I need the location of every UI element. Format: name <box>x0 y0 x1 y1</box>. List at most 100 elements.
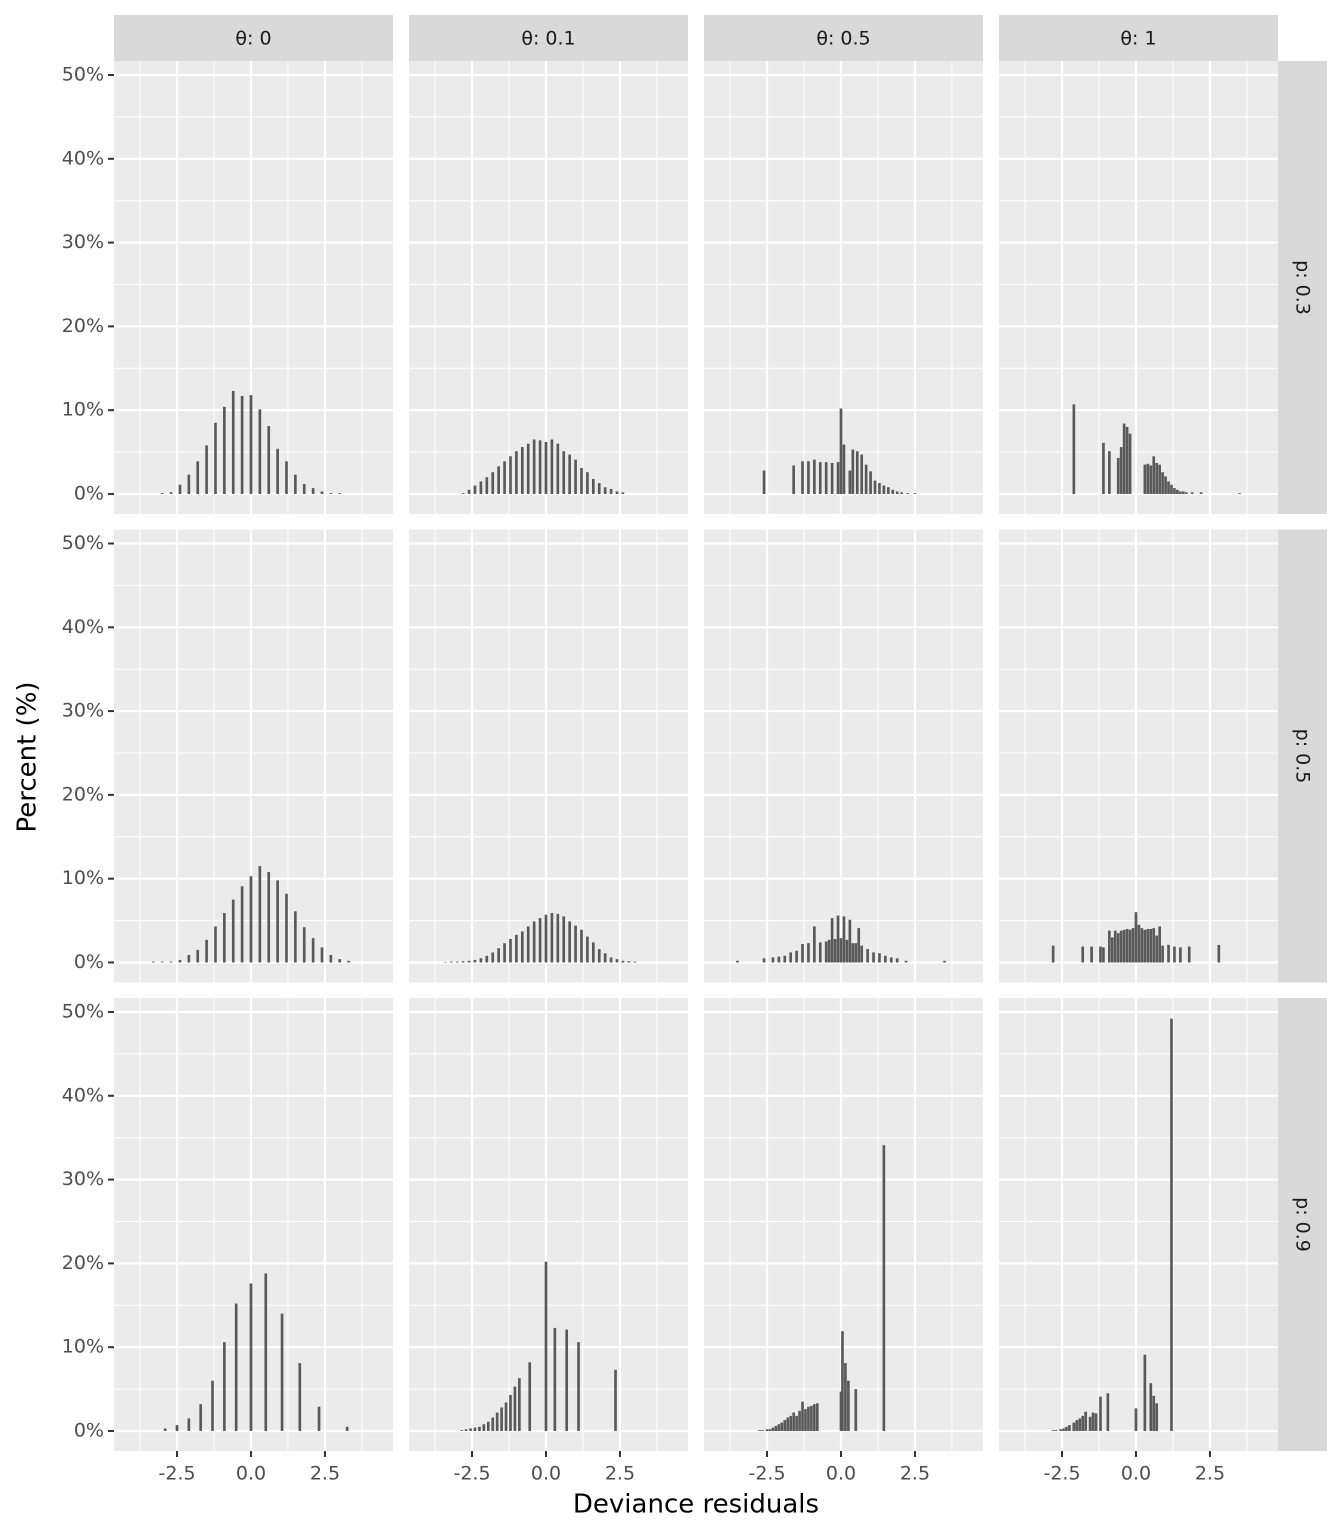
bar <box>1059 1429 1062 1431</box>
bar <box>211 1381 214 1431</box>
y-tick-label: 0% <box>74 951 104 973</box>
y-tick-label: 30% <box>62 1168 104 1190</box>
y-tick-label: 20% <box>62 1252 104 1274</box>
bar <box>491 472 494 494</box>
bar <box>179 960 182 963</box>
bar <box>545 442 548 494</box>
bar <box>223 913 226 962</box>
bar <box>772 957 775 962</box>
bar <box>837 916 840 963</box>
bar <box>828 940 831 963</box>
bar <box>813 1404 816 1431</box>
y-axis-title: Percent (%) <box>13 681 43 832</box>
bar <box>1084 1412 1087 1431</box>
bar <box>188 1418 191 1431</box>
bar <box>857 928 860 962</box>
bar <box>906 493 909 494</box>
column-strip-label: θ: 1 <box>1120 28 1156 50</box>
panel-background <box>114 998 393 1451</box>
bar <box>1167 481 1170 494</box>
bar <box>1120 447 1123 494</box>
bar <box>813 460 816 494</box>
bar <box>865 465 868 494</box>
bar <box>267 872 270 962</box>
bar <box>478 1427 481 1431</box>
bar <box>614 1370 617 1431</box>
bar <box>1081 1416 1084 1431</box>
bar <box>1152 928 1155 962</box>
y-tick-label: 40% <box>62 616 104 638</box>
bar <box>1170 485 1173 494</box>
bar <box>1095 1413 1098 1431</box>
bar <box>347 961 350 963</box>
y-tick-label: 30% <box>62 231 104 253</box>
bar <box>1107 1393 1110 1431</box>
bar <box>1073 404 1076 494</box>
bar <box>562 451 565 494</box>
bar <box>592 942 595 962</box>
bar <box>1108 931 1111 963</box>
y-tick-label: 20% <box>62 783 104 805</box>
bar <box>900 492 903 494</box>
bar <box>610 489 613 494</box>
bar <box>276 449 279 494</box>
bar <box>807 1407 810 1431</box>
bar <box>843 445 846 494</box>
bar <box>633 962 636 963</box>
bar <box>766 1429 769 1431</box>
bar <box>786 1418 789 1431</box>
bar <box>1161 946 1164 963</box>
bar <box>851 450 854 494</box>
bar <box>604 953 607 962</box>
column-strip-label: θ: 0 <box>235 28 271 50</box>
panel-background <box>999 61 1278 514</box>
bar <box>235 1304 238 1431</box>
bar <box>281 1314 284 1431</box>
bar <box>338 493 341 494</box>
bar <box>1217 945 1220 963</box>
bar <box>1089 1417 1092 1431</box>
y-tick-label: 0% <box>74 482 104 504</box>
bar <box>1179 947 1182 962</box>
bar <box>250 876 253 962</box>
bar <box>736 961 739 963</box>
bar <box>1144 930 1147 963</box>
bar <box>813 926 816 962</box>
bar <box>783 1420 786 1431</box>
bar <box>1068 1425 1071 1431</box>
bar <box>518 1378 521 1431</box>
bar <box>856 451 859 494</box>
bar <box>778 1424 781 1431</box>
bar <box>1149 465 1152 493</box>
bar <box>264 1273 267 1431</box>
bar <box>1092 1413 1095 1431</box>
bar <box>610 957 613 962</box>
bar <box>1155 463 1158 494</box>
bar <box>586 936 589 962</box>
bar <box>468 961 471 963</box>
bar <box>250 395 253 494</box>
bar <box>1114 931 1117 963</box>
bar <box>816 1403 819 1431</box>
bar <box>1155 1403 1158 1431</box>
bar <box>798 1411 801 1431</box>
bar <box>1117 933 1120 962</box>
bar <box>1182 491 1185 494</box>
bar <box>1161 472 1164 494</box>
bar <box>1102 443 1105 494</box>
y-tick-label: 0% <box>74 1419 104 1441</box>
bar <box>769 1429 772 1431</box>
bar <box>528 1362 531 1431</box>
bar <box>514 1387 517 1431</box>
bar <box>515 451 518 494</box>
bar <box>509 456 512 494</box>
bar <box>312 938 315 962</box>
bar <box>223 407 226 494</box>
bar <box>485 477 488 494</box>
bar <box>891 490 894 494</box>
bar <box>259 409 262 494</box>
bar <box>474 1428 477 1431</box>
bar <box>831 918 834 962</box>
bar <box>250 1283 253 1430</box>
